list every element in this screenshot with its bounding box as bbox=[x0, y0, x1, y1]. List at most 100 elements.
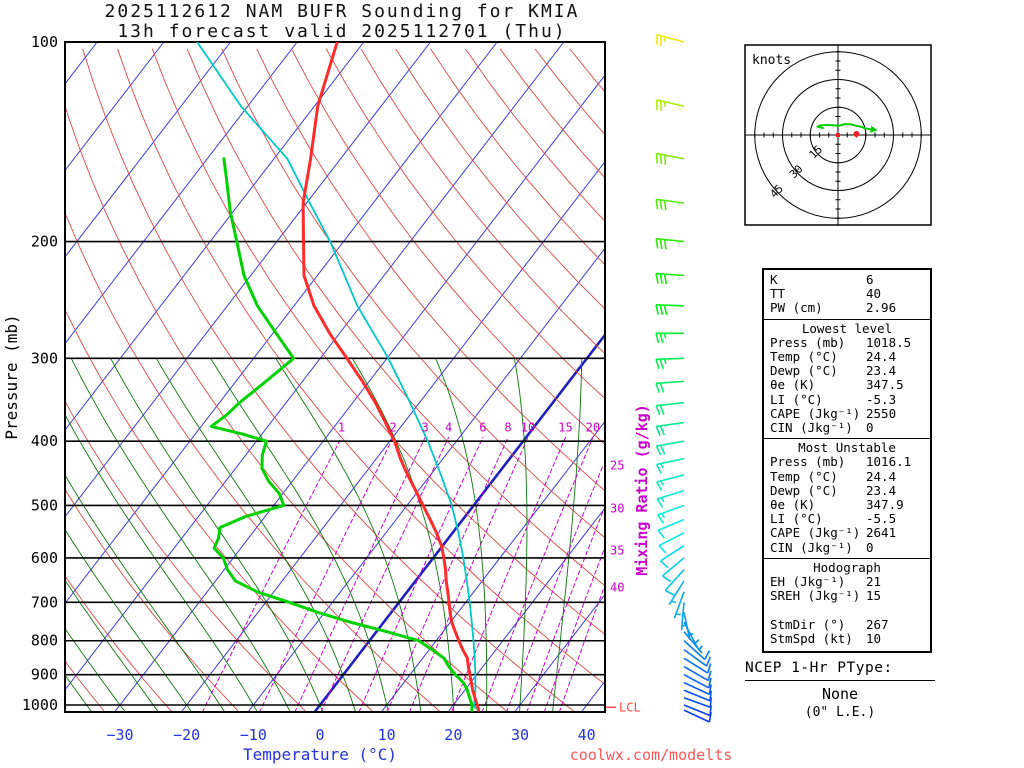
wind-barb-flag bbox=[655, 333, 660, 344]
moist-adiabat-line bbox=[210, 357, 389, 712]
stats-row: Press (mb) 1016.1 bbox=[770, 455, 924, 469]
dry-adiabat-line bbox=[465, 48, 605, 222]
wind-barb-flag bbox=[659, 333, 664, 344]
wind-barb-half-flag bbox=[694, 639, 700, 644]
moist-adiabat-line bbox=[65, 674, 93, 712]
wind-barb-flag bbox=[655, 153, 659, 164]
pressure-tick-label: 300 bbox=[31, 349, 58, 367]
stat-value bbox=[866, 603, 924, 617]
mixing-ratio-line bbox=[320, 437, 450, 712]
wind-barb-flag bbox=[657, 514, 665, 524]
stat-value: 15 bbox=[866, 588, 882, 604]
wind-barb-flag bbox=[659, 404, 665, 415]
stat-label: CIN (Jkg⁻¹) bbox=[770, 539, 853, 555]
lcl-marker: LCL bbox=[606, 700, 641, 714]
moist-adiabat-line bbox=[275, 357, 422, 712]
stat-label: Dewp (°C) bbox=[770, 363, 838, 379]
pressure-gridlines bbox=[65, 41, 605, 706]
wind-barb-half-flag bbox=[663, 333, 667, 339]
wind-barb-flag bbox=[655, 426, 661, 436]
stat-label: θe (K) bbox=[770, 377, 816, 393]
wind-barb-staff bbox=[683, 696, 711, 709]
stats-row bbox=[770, 603, 924, 617]
ptype-detail: (0" L.E.) bbox=[804, 705, 876, 720]
wind-barb-flag bbox=[659, 425, 666, 436]
stats-section: K 6 TT 40 PW (cm) 2.96 bbox=[770, 272, 924, 316]
stats-section-title: Most Unstable bbox=[798, 440, 896, 456]
stat-value: 347.9 bbox=[866, 497, 904, 513]
stats-row: CIN (Jkg⁻¹) 0 bbox=[770, 539, 924, 555]
wind-barb-staff bbox=[683, 648, 708, 667]
wind-barb-flag bbox=[656, 481, 663, 491]
moist-adiabat-line bbox=[65, 413, 259, 712]
temperature-axis-title: Temperature (°C) bbox=[243, 745, 397, 764]
dry-adiabat-line bbox=[65, 211, 441, 712]
mixing-ratio-value: 3 bbox=[421, 421, 428, 435]
stat-label: Press (mb) bbox=[770, 454, 846, 470]
stats-row: Temp (°C) 24.4 bbox=[770, 469, 924, 484]
stat-label: Dewp (°C) bbox=[770, 482, 838, 498]
stats-row: EH (Jkg⁻¹) 21 bbox=[770, 574, 924, 589]
wind-barb-flag bbox=[663, 273, 668, 285]
moist-adiabat-line bbox=[65, 627, 126, 712]
wind-barb-flag bbox=[659, 382, 665, 393]
sounding-profiles bbox=[196, 42, 481, 712]
isotherm-line bbox=[380, 420, 605, 712]
stats-row: StmDir (°) 267 bbox=[770, 616, 924, 632]
stat-value: 267 bbox=[866, 616, 889, 632]
wind-barb-flag bbox=[655, 304, 660, 315]
dry-adiabat-line bbox=[430, 48, 605, 266]
stats-row: Press (mb) 1018.5 bbox=[770, 335, 924, 350]
mixing-ratio-line bbox=[294, 437, 426, 712]
wind-barb-flag bbox=[663, 304, 668, 316]
dry-adiabat-line bbox=[499, 48, 605, 179]
wind-barb-flag bbox=[709, 697, 712, 708]
wind-barb-flag bbox=[659, 444, 666, 455]
moist-adiabat-line bbox=[70, 357, 291, 712]
wind-barb-flag bbox=[659, 304, 664, 315]
wind-barb-staff bbox=[656, 380, 685, 385]
dewpoint-trace bbox=[209, 157, 474, 712]
wind-barb-staff bbox=[657, 518, 685, 532]
dry-adiabat-line bbox=[65, 400, 307, 712]
stat-value: 23.4 bbox=[866, 363, 897, 379]
moist-adiabat-line bbox=[435, 357, 488, 712]
temperature-tick-label: −30 bbox=[106, 726, 133, 744]
stat-label: CAPE (Jkg⁻¹) bbox=[770, 525, 861, 541]
dry-adiabat-line bbox=[360, 48, 605, 355]
stat-label: K bbox=[770, 272, 778, 287]
stats-section: Lowest level Press (mb) 1018.5 Temp (°C) 24.… bbox=[764, 318, 930, 436]
temperature-trace bbox=[301, 42, 481, 712]
ptype-value: None bbox=[821, 685, 859, 703]
dry-adiabat-line bbox=[395, 48, 605, 310]
temperature-tick-label: 10 bbox=[378, 726, 396, 744]
chart-subtitle: 13h forecast valid 2025112701 (Thu) bbox=[117, 21, 567, 42]
pressure-tick-label: 500 bbox=[31, 496, 58, 514]
wind-barb-flag bbox=[655, 273, 659, 284]
wind-barb-half-flag bbox=[660, 497, 665, 503]
pressure-axis-title: Pressure (mb) bbox=[2, 314, 21, 439]
wind-barb-flag bbox=[659, 358, 664, 369]
stat-value: 10 bbox=[866, 630, 882, 646]
mixing-ratio-axis-title: Mixing Ratio (g/kg) bbox=[633, 404, 651, 576]
wind-barb-half-flag bbox=[688, 632, 694, 637]
stat-label: θe (K) bbox=[770, 497, 816, 513]
wind-barb-half-flag bbox=[660, 463, 664, 469]
stats-section: Most Unstable Press (mb) 1016.1 Temp (°C) 24… bbox=[764, 438, 930, 555]
wind-barb-staff bbox=[658, 532, 685, 547]
wind-barb-half-flag bbox=[660, 480, 665, 486]
dry-adiabat-line bbox=[65, 488, 240, 712]
wind-barb-flag bbox=[655, 445, 662, 456]
wind-barb-flag bbox=[707, 670, 712, 681]
stats-row: TT 40 bbox=[770, 287, 924, 301]
pressure-tick-label: 700 bbox=[31, 593, 58, 611]
isotherm-line bbox=[247, 247, 605, 712]
stats-row: StmSpd (kt) 10 bbox=[770, 630, 924, 646]
dry-adiabat-line bbox=[65, 575, 173, 712]
chart-title: 2025112612 NAM BUFR Sounding for KMIA bbox=[104, 1, 580, 22]
wind-barb-flag bbox=[659, 199, 663, 210]
wind-barb-flag bbox=[659, 154, 663, 165]
isotherm-line bbox=[313, 332, 605, 712]
